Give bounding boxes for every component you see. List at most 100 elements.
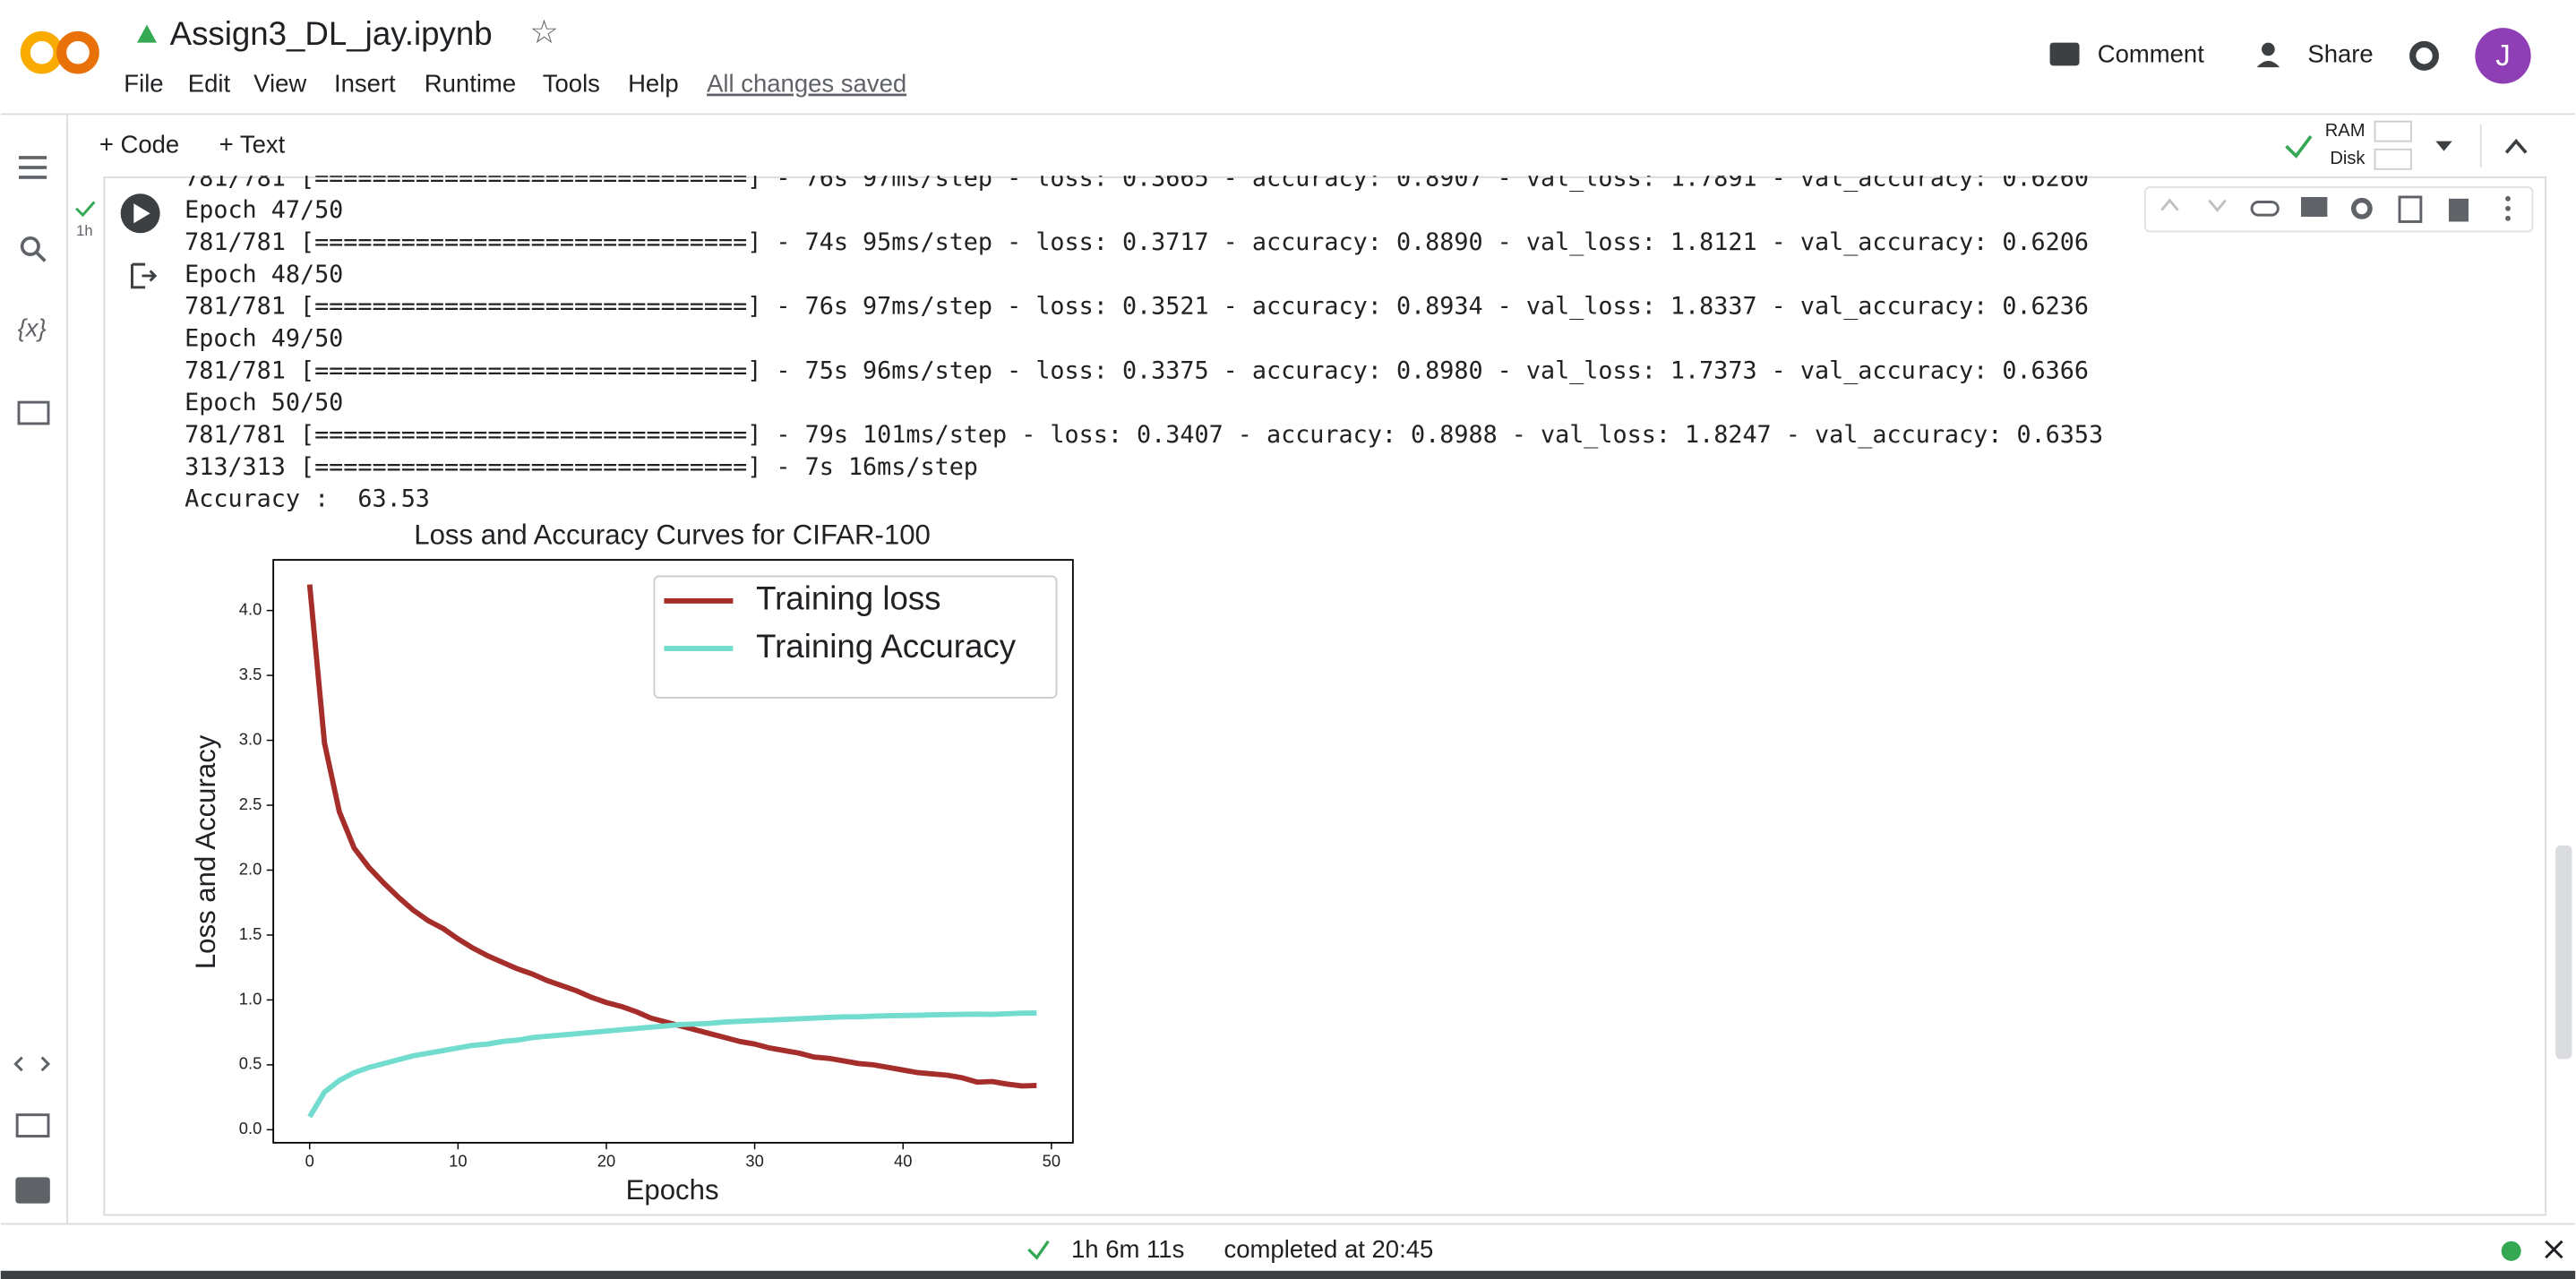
y-tick-label: 1.5 [239,924,262,943]
logo[interactable] [20,30,99,74]
collapse-icon[interactable] [2504,138,2528,154]
notebook-title[interactable]: Assign3_DL_jay.ipynb [170,15,493,52]
snippets-icon[interactable] [13,1056,51,1072]
menu-item[interactable]: Insert [334,70,396,98]
more-icon [2505,205,2511,211]
avatar[interactable] [2475,28,2531,84]
output-line: Epoch 47/50 [185,196,343,224]
toc-icon [18,176,47,179]
y-axis-label: Loss and Accuracy [190,734,221,969]
move-down[interactable] [2208,199,2227,212]
menu-item[interactable]: Tools [543,70,600,98]
code-cell [103,176,2547,1216]
variables-icon[interactable]: {x} [18,314,47,342]
toc-icon[interactable] [18,156,47,159]
exec-check [75,201,96,218]
comment-icon [2049,42,2080,66]
drive-icon [136,24,157,43]
cell-toolbar-icons [2160,195,2511,223]
move-up[interactable] [2160,198,2179,211]
x-tick-label: 40 [894,1152,912,1171]
legend-label: Training loss [756,580,940,617]
comment-cell-icon[interactable] [2301,196,2328,217]
ram-label[interactable]: RAM [2325,121,2366,141]
menu-item[interactable]: File [124,70,163,98]
add-code-button[interactable]: + Code [99,130,179,158]
y-tick-label: 3.5 [239,665,262,683]
comment-button[interactable]: Comment [2098,40,2204,68]
exec-time: 1h [76,223,92,239]
completed-time: completed at 20:45 [1224,1235,1434,1263]
menu-item[interactable]: View [253,70,306,98]
add-text-button[interactable]: + Text [219,130,286,158]
output-line: 313/313 [==============================]… [185,453,978,481]
status-check [1027,1240,1050,1260]
run-duration: 1h 6m 11s [1071,1235,1184,1263]
search-icon[interactable] [20,236,40,256]
ram-meter [2374,120,2412,142]
logo-o [56,30,99,74]
legend-label: Training Accuracy [756,628,1017,665]
x-tick-label: 0 [305,1152,314,1171]
run-icon [133,203,150,224]
avatar-letter: J [2495,39,2511,72]
series-line [307,1010,1037,1119]
menu-item[interactable]: Edit [188,70,231,98]
chart-title: Loss and Accuracy Curves for CIFAR-100 [414,519,931,551]
output-line: Epoch 50/50 [185,389,343,416]
scrollbar[interactable] [2555,846,2572,1060]
more-icon [2505,215,2511,221]
more-icon[interactable] [2505,195,2511,202]
output-line: Epoch 49/50 [185,324,343,352]
menu-item[interactable]: Help [628,70,679,98]
dropdown-icon[interactable] [2435,141,2452,151]
delete-icon[interactable] [2449,198,2469,222]
search-icon-handle [35,252,47,262]
output-line: Epoch 48/50 [185,261,343,288]
x-axis-label: Epochs [626,1174,719,1206]
disk-label[interactable]: Disk [2330,149,2366,168]
y-tick-label: 3.0 [239,729,262,748]
star-icon[interactable]: ☆ [529,13,559,50]
share-icon [2262,42,2275,56]
settings-icon[interactable] [2409,40,2440,71]
chart: Loss and Accuracy Curves for CIFAR-100 E… [190,519,1074,1206]
x-tick-label: 10 [449,1152,467,1171]
menu-item[interactable]: Runtime [425,70,516,98]
x-tick-label: 50 [1043,1152,1060,1171]
mirror-icon[interactable] [2398,195,2423,223]
disk-meter [2374,148,2412,170]
plot-frame [272,559,1074,1144]
share-icon-body [2256,60,2280,68]
window-edge [0,1270,2576,1279]
output-icon[interactable] [131,262,158,289]
output-line: 781/781 [==============================]… [185,356,2089,384]
x-tick-label: 20 [597,1152,615,1171]
y-tick-label: 2.5 [239,794,262,813]
save-status[interactable]: All changes saved [707,70,906,98]
connected-check [2285,135,2313,159]
output-line: 781/781 [==============================]… [185,228,2089,256]
terminal-icon[interactable] [15,1177,50,1204]
y-tick-label: 0.0 [239,1119,262,1137]
output-line: Accuracy : 63.53 [185,485,430,513]
close-status[interactable] [2545,1240,2563,1259]
y-tick-label: 1.0 [239,989,262,1008]
output-line: 781/781 [==============================]… [185,421,2103,449]
menu-bar: File Edit View Insert Runtime Tools Help [124,70,678,98]
command-icon[interactable] [15,1113,50,1137]
x-tick-label: 30 [745,1152,763,1171]
cell-settings-icon[interactable] [2350,197,2373,219]
cell-toolbar [2143,186,2534,233]
link-icon[interactable] [2250,201,2280,217]
y-tick-label: 4.0 [239,599,262,618]
share-button[interactable]: Share [2307,40,2373,68]
output-line: 781/781 [==============================]… [185,293,2089,321]
legend-box [653,575,1058,699]
y-tick-label: 0.5 [239,1054,262,1073]
files-icon[interactable] [17,400,50,425]
toc-icon [18,166,47,169]
cell-output: 781/781 [==============================]… [185,164,2103,512]
status-dot [2501,1240,2521,1261]
